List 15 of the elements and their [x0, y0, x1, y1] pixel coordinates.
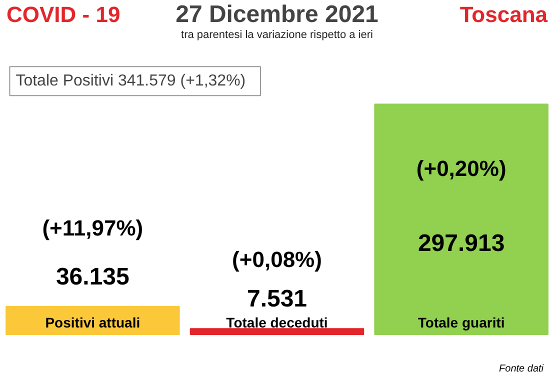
annotation: (+11,97%) [42, 216, 144, 241]
chart-title: 27 Dicembre 2021 [176, 0, 378, 28]
source-note: Fonte dati [499, 363, 544, 374]
annotation: (+0,20%) [416, 156, 506, 182]
x-tick-label: Positivi attuali [45, 314, 140, 330]
text: COVID - 19 [6, 2, 120, 27]
data-label: 7.531 [246, 286, 308, 313]
x-tick-label: Totale guariti [418, 314, 505, 330]
annotation: (+0,08%) [232, 247, 322, 272]
text: Toscana [460, 2, 548, 27]
x-tick-label: Totale deceduti [226, 314, 328, 330]
data-label: 36.135 [56, 264, 130, 291]
data-label: 297.913 [418, 230, 505, 257]
text: Totale Positivi 341.579 (+1,32%) [16, 72, 246, 90]
chart-subtitle: tra parentesi la variazione rispetto a ieri [181, 29, 373, 42]
